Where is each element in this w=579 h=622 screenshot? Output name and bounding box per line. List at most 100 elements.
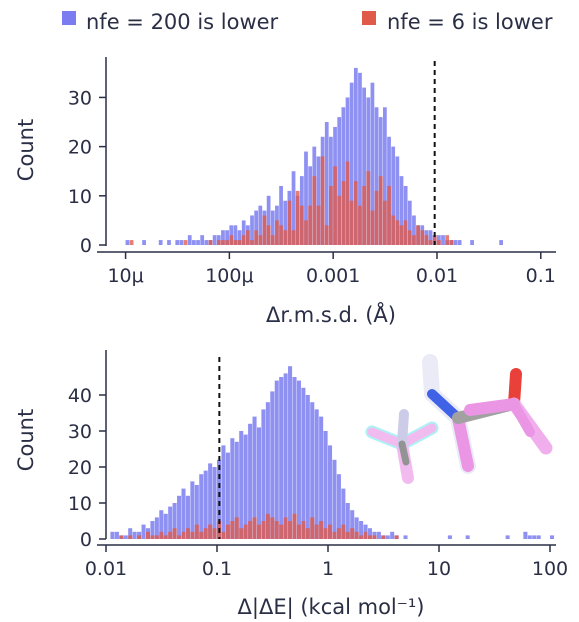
histogram-bar-nfe6: [341, 181, 346, 245]
x-tick-label: 0.01: [85, 558, 127, 580]
histogram-bar-nfe6: [416, 225, 420, 245]
histogram-bar-nfe200: [163, 513, 168, 539]
rmsd-y-ticks: 0 10 20 30: [68, 87, 106, 257]
energy-x-axis-label: Δ|ΔE| (kcal mol⁻¹): [238, 595, 425, 620]
x-tick-label: 10: [427, 558, 451, 580]
histogram-bar-nfe200: [441, 235, 445, 245]
histogram-bar-nfe6: [216, 240, 221, 245]
x-tick-label: 100: [532, 558, 568, 580]
x-tick-label: 1: [322, 558, 334, 580]
histogram-bar-nfe200: [453, 240, 458, 245]
histogram-bar-nfe6: [199, 531, 204, 539]
histogram-bar-nfe200: [239, 431, 244, 539]
energy-histogram-panel: 0.01 0.1 1 10 100 0 10 20 30 40 Δ|ΔE| (kcal mol⁻…: [14, 350, 568, 620]
histogram-bar-nfe200: [428, 230, 433, 245]
histogram-bar-nfe6: [203, 528, 208, 539]
histogram-bar-nfe200: [110, 531, 115, 539]
histogram-bar-nfe6: [312, 176, 317, 245]
histogram-bar-nfe6: [432, 235, 437, 245]
histogram-bar-nfe200: [354, 517, 359, 539]
histogram-bar-nfe6: [337, 195, 342, 245]
histogram-bar-nfe200: [341, 488, 346, 539]
histogram-bar-nfe6: [354, 531, 359, 539]
histogram-bar-nfe6: [345, 531, 350, 539]
histogram-bar-nfe200: [204, 240, 209, 245]
histogram-bar-nfe6: [275, 220, 279, 245]
histogram-bar-nfe200: [412, 215, 416, 245]
histogram-bar-nfe6: [154, 535, 159, 539]
histogram-bar-nfe200: [358, 72, 362, 245]
histogram-bar-nfe6: [296, 524, 301, 539]
x-tick-label: 100μ: [205, 265, 253, 287]
histogram-bar-nfe6: [239, 528, 244, 539]
histogram-bar-nfe200: [208, 463, 213, 539]
histogram-bar-nfe6: [208, 240, 213, 245]
histogram-bar-nfe200: [141, 524, 146, 539]
histogram-bar-nfe6: [363, 531, 368, 539]
histogram-bar-nfe6: [279, 524, 284, 539]
histogram-bar-nfe200: [212, 235, 217, 245]
histogram-bar-nfe200: [150, 521, 155, 539]
histogram-bar-nfe6: [403, 220, 408, 245]
histogram-bar-nfe200: [212, 467, 217, 539]
x-tick-label: 0.01: [416, 265, 458, 287]
histogram-bar-nfe200: [362, 87, 366, 245]
histogram-bar-nfe200: [283, 200, 288, 245]
histogram-bar-nfe6: [301, 521, 306, 539]
histogram-bar-nfe6: [212, 528, 217, 539]
histogram-bar-nfe200: [465, 535, 470, 539]
histogram-bar-nfe6: [270, 517, 275, 539]
histogram-bar-nfe200: [154, 517, 159, 539]
histogram-bar-nfe200: [390, 531, 395, 539]
histogram-bar-nfe200: [132, 531, 137, 539]
histogram-bar-nfe6: [137, 535, 142, 539]
histogram-bar-nfe6: [353, 181, 358, 245]
large-fragment-icon: [422, 354, 553, 474]
histogram-bar-nfe6: [243, 524, 248, 539]
histogram-bar-nfe6: [225, 240, 229, 245]
histogram-bar-nfe200: [274, 380, 279, 539]
histogram-bar-nfe200: [196, 240, 200, 245]
histogram-bar-nfe200: [349, 82, 354, 246]
histogram-bar-nfe6: [250, 240, 254, 245]
histogram-bar-nfe200: [550, 535, 555, 539]
histogram-bar-nfe200: [336, 474, 341, 539]
histogram-bar-nfe200: [175, 240, 180, 245]
histogram-bar-nfe6: [310, 517, 315, 539]
histogram-bar-nfe6: [128, 535, 133, 539]
rmsd-histogram-panel: 10μ 100μ 0.001 0.01 0.1 0 10 20 30 Δr.m.s.d. (Å…: [14, 57, 556, 327]
legend-swatch-nfe200: [62, 11, 76, 25]
histogram-bar-nfe200: [457, 240, 462, 245]
histogram-bar-nfe6: [387, 185, 391, 245]
histogram-bar-nfe6: [245, 230, 250, 245]
histogram-bar-nfe200: [221, 230, 225, 245]
histogram-bar-nfe200: [158, 240, 163, 245]
histogram-bar-nfe6: [279, 225, 283, 245]
histogram-bar-nfe6: [283, 517, 288, 539]
legend: nfe = 200 is lower nfe = 6 is lower: [62, 10, 553, 34]
histogram-bar-nfe6: [208, 524, 213, 539]
histogram-bar-nfe200: [225, 452, 230, 539]
histogram-bar-nfe6: [314, 524, 319, 539]
legend-label-nfe200: nfe = 200 is lower: [86, 10, 279, 34]
histogram-bar-nfe200: [324, 122, 329, 245]
histogram-bar-nfe200: [403, 535, 408, 539]
histogram-bar-nfe200: [256, 427, 261, 539]
histogram-bar-nfe6: [424, 235, 429, 245]
y-tick-label: 20: [68, 137, 92, 159]
histogram-bar-nfe6: [129, 240, 134, 245]
histogram-bar-nfe6: [274, 521, 279, 539]
histogram-bar-nfe6: [445, 235, 450, 245]
histogram-bar-nfe200: [233, 225, 238, 245]
histogram-bar-nfe6: [381, 535, 386, 539]
histogram-bar-nfe6: [172, 528, 177, 539]
histogram-bar-nfe200: [200, 235, 205, 245]
histogram-bar-nfe200: [337, 117, 342, 245]
histogram-bar-nfe6: [316, 205, 321, 245]
histogram-bar-nfe6: [370, 210, 375, 245]
histogram-bar-nfe200: [194, 485, 199, 539]
histogram-bar-nfe200: [266, 195, 271, 245]
histogram-bar-nfe6: [420, 230, 425, 245]
histogram-bar-nfe200: [536, 535, 541, 539]
histogram-bar-nfe6: [395, 220, 400, 245]
